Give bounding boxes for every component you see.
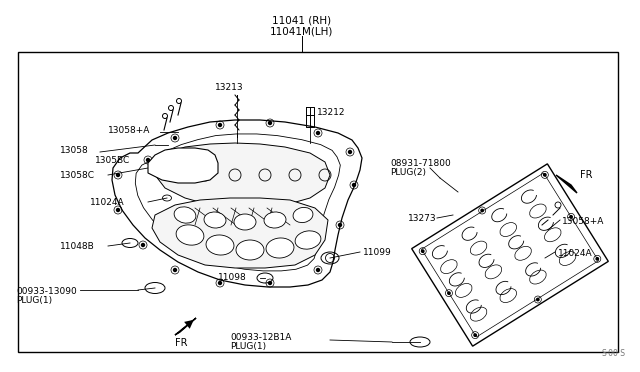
- Text: 00933-12B1A: 00933-12B1A: [230, 334, 291, 343]
- Circle shape: [474, 334, 476, 336]
- Text: 11041M(LH): 11041M(LH): [270, 26, 333, 36]
- Ellipse shape: [204, 212, 226, 228]
- Text: FR: FR: [175, 338, 188, 348]
- Circle shape: [570, 216, 572, 218]
- Text: 13058: 13058: [60, 145, 89, 154]
- Circle shape: [269, 282, 271, 285]
- Polygon shape: [152, 198, 328, 268]
- Text: 11024A: 11024A: [90, 198, 125, 206]
- Bar: [18, 52, 618, 352]
- Circle shape: [141, 244, 145, 247]
- Polygon shape: [148, 148, 218, 183]
- Text: 11098: 11098: [218, 273, 247, 282]
- Ellipse shape: [530, 204, 546, 218]
- Text: 11041 (RH): 11041 (RH): [273, 15, 332, 25]
- Circle shape: [481, 209, 483, 212]
- Circle shape: [543, 174, 546, 176]
- Ellipse shape: [470, 241, 487, 255]
- Text: 13213: 13213: [215, 83, 244, 92]
- Ellipse shape: [515, 246, 531, 260]
- Circle shape: [147, 158, 150, 161]
- Polygon shape: [556, 175, 577, 193]
- Text: PLUG(1): PLUG(1): [230, 343, 266, 352]
- Ellipse shape: [500, 289, 516, 302]
- Text: 13058+A: 13058+A: [562, 217, 604, 225]
- Ellipse shape: [266, 238, 294, 258]
- Polygon shape: [175, 318, 196, 335]
- Text: 13058C: 13058C: [60, 170, 95, 180]
- Polygon shape: [412, 164, 608, 346]
- Ellipse shape: [264, 212, 286, 228]
- Ellipse shape: [174, 207, 196, 223]
- Circle shape: [448, 292, 450, 294]
- Text: 11099: 11099: [363, 247, 392, 257]
- Text: FR: FR: [580, 170, 593, 180]
- Circle shape: [218, 124, 221, 126]
- Ellipse shape: [456, 283, 472, 297]
- Circle shape: [173, 137, 177, 140]
- Ellipse shape: [295, 231, 321, 249]
- Text: PLUG(1): PLUG(1): [16, 295, 52, 305]
- Ellipse shape: [559, 251, 576, 266]
- Ellipse shape: [485, 265, 502, 279]
- Ellipse shape: [470, 307, 487, 321]
- Text: 13212: 13212: [317, 108, 346, 116]
- Text: 13058+A: 13058+A: [108, 125, 150, 135]
- Circle shape: [173, 269, 177, 272]
- Circle shape: [422, 250, 424, 252]
- Circle shape: [269, 122, 271, 125]
- Text: PLUG(2): PLUG(2): [390, 167, 426, 176]
- Ellipse shape: [500, 222, 516, 237]
- Text: 1305BC: 1305BC: [95, 155, 131, 164]
- Circle shape: [353, 183, 355, 186]
- Text: S·00·S: S·00·S: [602, 349, 626, 358]
- Circle shape: [116, 173, 120, 176]
- Circle shape: [116, 208, 120, 212]
- Text: 08931-71800: 08931-71800: [390, 158, 451, 167]
- Text: 13273: 13273: [408, 214, 436, 222]
- Text: 11048B: 11048B: [60, 241, 95, 250]
- Ellipse shape: [293, 208, 313, 222]
- Circle shape: [339, 224, 342, 227]
- Ellipse shape: [530, 270, 546, 284]
- Text: 00933-13090: 00933-13090: [16, 286, 77, 295]
- Ellipse shape: [176, 225, 204, 245]
- Circle shape: [317, 269, 319, 272]
- Ellipse shape: [234, 214, 256, 230]
- Circle shape: [536, 298, 539, 301]
- Ellipse shape: [206, 235, 234, 255]
- Polygon shape: [155, 143, 330, 208]
- Circle shape: [317, 131, 319, 135]
- Ellipse shape: [440, 260, 457, 274]
- Circle shape: [218, 282, 221, 285]
- Polygon shape: [135, 134, 340, 271]
- Polygon shape: [422, 173, 598, 337]
- Ellipse shape: [545, 228, 561, 242]
- Ellipse shape: [236, 240, 264, 260]
- Circle shape: [596, 258, 598, 260]
- Circle shape: [349, 151, 351, 154]
- Text: 11024A: 11024A: [558, 248, 593, 257]
- Polygon shape: [112, 120, 362, 287]
